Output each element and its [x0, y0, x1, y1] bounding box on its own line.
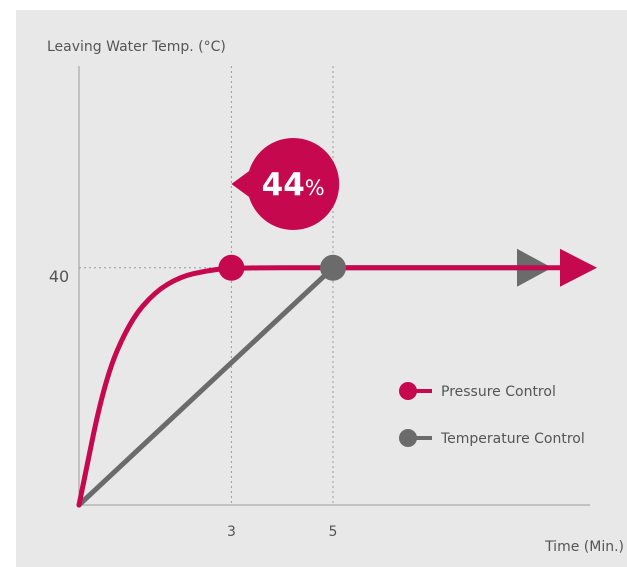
- annotation-number: 44: [262, 167, 305, 203]
- temperature-control-marker: [320, 254, 346, 281]
- legend-pressure-label: Pressure Control: [441, 384, 556, 400]
- chart-background: [16, 10, 627, 567]
- legend-pressure-marker: [399, 382, 417, 400]
- x-tick-label-5: 5: [329, 524, 338, 540]
- x-tick-label-3: 3: [227, 524, 236, 540]
- annotation-value: 44%: [262, 167, 325, 203]
- legend: Pressure Control Temperature Control: [399, 382, 585, 447]
- pressure-control-marker: [218, 254, 245, 281]
- legend-temperature-marker: [399, 429, 417, 447]
- pressure-control-arrow: [560, 248, 597, 287]
- annotation-badge: [247, 138, 340, 230]
- x-axis-title: Time (Min.): [544, 539, 624, 555]
- y-tick-label-40: 40: [49, 267, 69, 286]
- legend-temperature-label: Temperature Control: [440, 431, 585, 447]
- y-axis-title: Leaving Water Temp. (°C): [47, 39, 226, 55]
- annotation-unit: %: [305, 176, 325, 200]
